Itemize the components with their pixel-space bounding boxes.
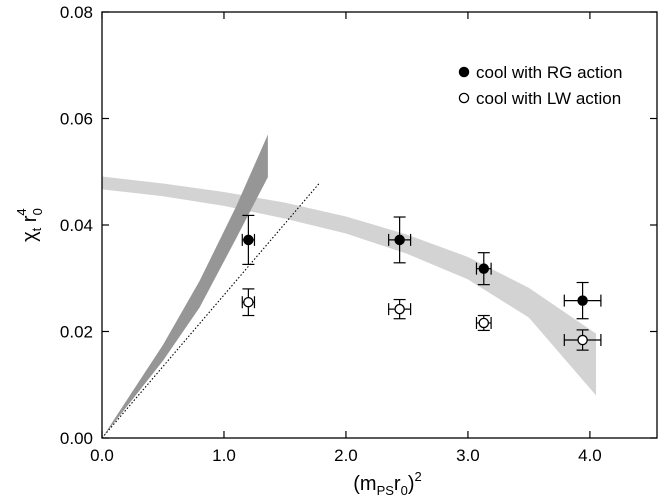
bands-layer xyxy=(102,134,597,438)
series-1 xyxy=(241,288,602,351)
legend-label: cool with LW action xyxy=(476,89,621,108)
reference-line-0 xyxy=(101,183,320,439)
point-marker xyxy=(394,303,405,315)
point-marker xyxy=(577,295,588,306)
y-axis-label: χt r40 xyxy=(14,208,45,242)
y-tick-label: 0.06 xyxy=(60,110,93,129)
point-marker xyxy=(577,334,588,346)
data-point xyxy=(241,288,256,317)
data-point xyxy=(475,252,492,286)
point-marker xyxy=(478,317,490,329)
x-tick-label: 0.0 xyxy=(90,446,114,465)
points-layer xyxy=(241,214,602,351)
data-point xyxy=(388,298,412,320)
x-tick-label: 2.0 xyxy=(334,446,358,465)
legend: cool with RG action cool with LW action xyxy=(458,63,622,108)
x-tick-label: 1.0 xyxy=(212,446,236,465)
data-point xyxy=(563,329,602,351)
error-band-0 xyxy=(102,176,597,396)
series-0 xyxy=(241,214,602,320)
point-marker xyxy=(243,234,254,246)
point-marker xyxy=(478,263,490,274)
x-axis-label: (mPSr0)2 xyxy=(353,469,421,498)
legend-label: cool with RG action xyxy=(476,63,622,82)
y-tick-label: 0.00 xyxy=(60,429,93,448)
point-marker xyxy=(243,296,254,308)
data-point xyxy=(388,216,412,264)
y-tick-label: 0.04 xyxy=(60,216,93,235)
y-tick-label: 0.08 xyxy=(60,3,93,22)
legend-marker xyxy=(458,66,470,78)
x-tick-label: 4.0 xyxy=(578,446,602,465)
legend-marker xyxy=(458,92,470,104)
data-point xyxy=(475,314,492,332)
ticks-layer: 0.0 1.0 2.0 3.0 4.0 0.00 0.02 0.04 0.06 0.08 xyxy=(60,3,657,465)
reference-lines-layer xyxy=(101,183,320,439)
data-point xyxy=(563,281,602,320)
x-tick-label: 3.0 xyxy=(456,446,480,465)
y-tick-label: 0.02 xyxy=(60,323,93,342)
data-point xyxy=(241,214,256,266)
point-marker xyxy=(394,234,405,246)
